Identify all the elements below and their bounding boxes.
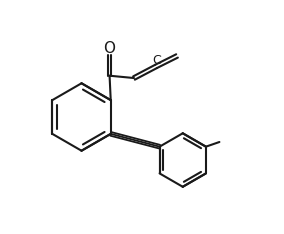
Text: O: O xyxy=(104,41,116,56)
Text: C: C xyxy=(153,54,161,67)
